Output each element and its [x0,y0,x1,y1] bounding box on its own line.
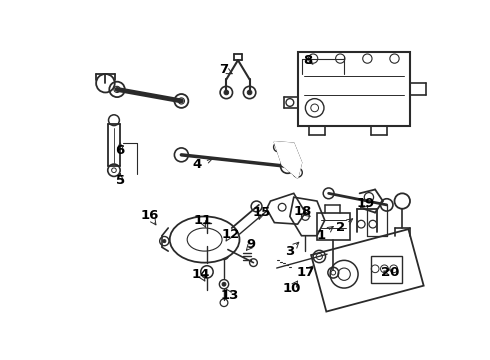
Text: 11: 11 [193,214,211,227]
Text: 4: 4 [192,158,201,171]
Text: 9: 9 [246,238,256,251]
Text: 13: 13 [221,289,240,302]
Text: 10: 10 [283,282,301,294]
Ellipse shape [170,216,240,263]
Polygon shape [274,142,301,178]
Text: 19: 19 [357,197,375,210]
Text: 18: 18 [294,204,312,217]
Text: 20: 20 [381,266,400,279]
Text: 8: 8 [303,54,312,67]
Circle shape [222,253,226,257]
Text: 5: 5 [116,174,125,187]
Circle shape [222,282,226,286]
Text: 6: 6 [116,144,125,157]
Text: 7: 7 [220,63,228,76]
Text: 1: 1 [317,229,325,242]
Circle shape [201,236,209,243]
Circle shape [224,90,229,95]
Text: 17: 17 [297,266,315,279]
Text: 14: 14 [192,268,210,281]
Text: 16: 16 [141,209,159,222]
Text: 2: 2 [336,221,345,234]
Circle shape [163,239,166,243]
Text: 12: 12 [221,228,239,240]
Circle shape [247,90,252,95]
Text: 15: 15 [252,206,270,219]
Text: 3: 3 [285,244,294,258]
